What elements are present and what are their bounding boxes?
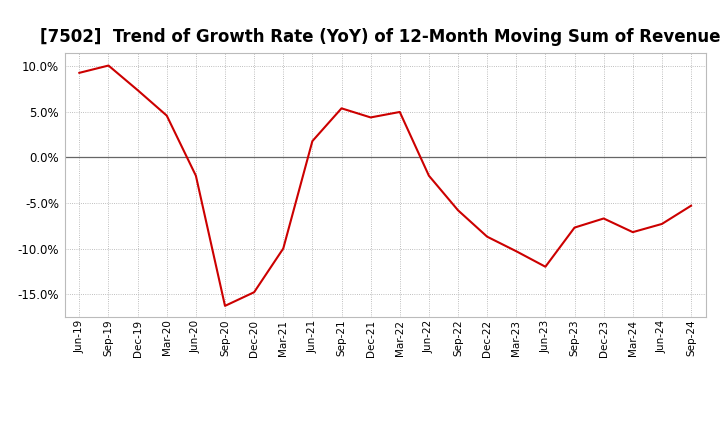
Title: [7502]  Trend of Growth Rate (YoY) of 12-Month Moving Sum of Revenues: [7502] Trend of Growth Rate (YoY) of 12-… — [40, 28, 720, 46]
